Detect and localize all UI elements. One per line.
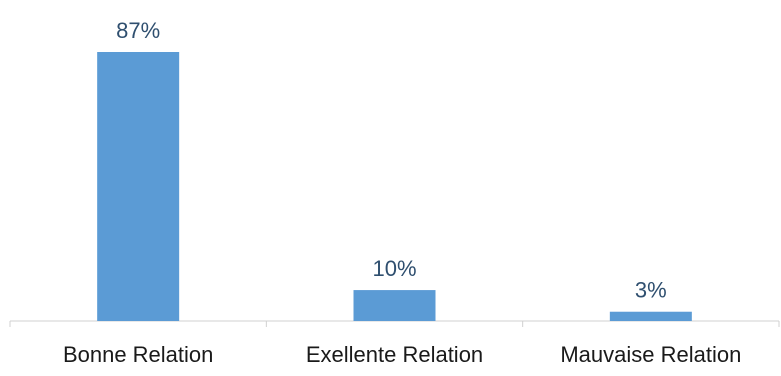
category-label: Exellente Relation: [306, 342, 483, 367]
bar-mauvaise-relation: [609, 311, 692, 321]
data-label: 87%: [116, 18, 160, 43]
category-label: Mauvaise Relation: [560, 342, 741, 367]
bar-exellente-relation: [353, 290, 436, 321]
category-label: Bonne Relation: [63, 342, 213, 367]
data-label: 3%: [635, 278, 667, 303]
data-label: 10%: [372, 256, 416, 281]
bar-bonne-relation: [97, 52, 180, 321]
